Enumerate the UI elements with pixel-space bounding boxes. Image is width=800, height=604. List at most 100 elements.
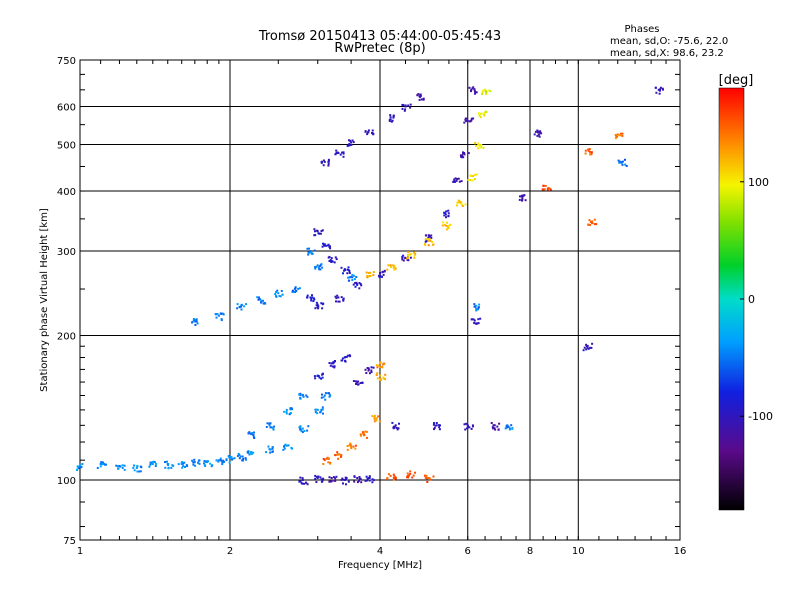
- data-point: [365, 271, 368, 274]
- data-point: [323, 459, 326, 462]
- data-point: [369, 372, 371, 375]
- data-point: [104, 463, 107, 466]
- data-point: [433, 428, 435, 431]
- data-point: [379, 274, 381, 277]
- data-point: [323, 244, 325, 247]
- data-point: [473, 305, 476, 308]
- x-tick-label: 8: [527, 546, 533, 557]
- data-point: [278, 295, 281, 298]
- data-point: [493, 427, 496, 430]
- data-point: [482, 89, 485, 92]
- data-point: [485, 110, 487, 113]
- data-point: [291, 290, 294, 293]
- data-point: [590, 151, 593, 154]
- data-point: [364, 430, 367, 433]
- data-point: [309, 296, 312, 299]
- data-point: [479, 112, 482, 115]
- data-point: [625, 165, 628, 167]
- data-point: [390, 266, 392, 268]
- data-point: [347, 269, 350, 271]
- data-point: [475, 145, 478, 148]
- y-tick-label: 750: [57, 56, 76, 67]
- data-point: [317, 266, 320, 269]
- data-point: [298, 480, 301, 483]
- data-point: [401, 258, 404, 261]
- y-tick-labels: 75 100 200 300 400 500 600 750: [57, 56, 76, 547]
- data-point: [260, 301, 263, 304]
- data-point: [365, 430, 368, 433]
- data-point: [420, 98, 423, 101]
- data-point: [291, 289, 294, 292]
- data-point: [483, 113, 486, 116]
- data-point: [473, 319, 476, 322]
- data-point: [471, 87, 474, 90]
- data-point: [244, 457, 247, 460]
- data-point: [392, 473, 395, 476]
- data-point: [469, 179, 472, 182]
- data-point: [433, 426, 436, 429]
- data-point: [386, 478, 389, 480]
- data-point: [425, 240, 428, 242]
- data-point: [379, 374, 381, 377]
- data-point: [409, 256, 412, 259]
- data-point: [318, 265, 321, 268]
- data-point: [317, 307, 320, 310]
- data-point: [358, 478, 361, 480]
- data-point: [354, 380, 357, 383]
- data-point: [389, 118, 392, 121]
- data-point: [473, 321, 476, 324]
- data-point: [467, 152, 470, 155]
- data-point: [240, 308, 243, 311]
- data-point: [298, 393, 301, 396]
- data-point: [537, 133, 540, 136]
- data-point: [330, 362, 333, 365]
- data-point: [240, 305, 243, 308]
- data-point: [427, 238, 430, 241]
- data-point: [344, 356, 347, 358]
- data-point: [320, 160, 323, 163]
- data-point: [457, 177, 460, 180]
- data-point: [139, 470, 142, 473]
- data-point: [301, 477, 304, 480]
- data-point: [241, 455, 244, 458]
- x-tick-label: 6: [465, 546, 471, 557]
- data-point: [477, 142, 480, 145]
- data-point: [320, 410, 323, 413]
- data-point: [138, 470, 141, 473]
- data-point: [314, 408, 317, 411]
- data-point: [619, 132, 622, 135]
- data-point: [293, 288, 296, 290]
- data-point: [283, 410, 286, 413]
- data-point: [464, 203, 467, 206]
- data-point: [320, 408, 323, 411]
- data-point: [447, 209, 450, 212]
- data-point: [276, 289, 279, 292]
- data-point: [346, 145, 349, 147]
- data-point: [387, 264, 390, 267]
- data-point: [328, 395, 331, 398]
- colorbar-unit-label: [deg]: [719, 73, 754, 88]
- data-point: [245, 458, 247, 461]
- data-point: [285, 412, 288, 415]
- data-point: [435, 424, 438, 427]
- data-point: [441, 224, 444, 227]
- data-point: [379, 378, 382, 381]
- data-point: [474, 322, 477, 325]
- data-point: [378, 276, 381, 279]
- data-point: [341, 357, 344, 360]
- data-point: [488, 89, 491, 92]
- data-point: [393, 474, 396, 477]
- data-point: [478, 145, 481, 148]
- data-point: [182, 465, 185, 468]
- data-point: [291, 408, 294, 411]
- data-point: [342, 151, 345, 154]
- data-point: [337, 457, 340, 460]
- data-point: [285, 411, 288, 413]
- data-point: [221, 460, 224, 463]
- data-point: [523, 194, 526, 197]
- data-point: [343, 269, 345, 272]
- data-point: [538, 135, 541, 138]
- phases-line-x: mean, sd,X: 98.6, 23.2: [610, 48, 724, 59]
- data-point: [394, 267, 397, 270]
- data-point: [96, 467, 99, 469]
